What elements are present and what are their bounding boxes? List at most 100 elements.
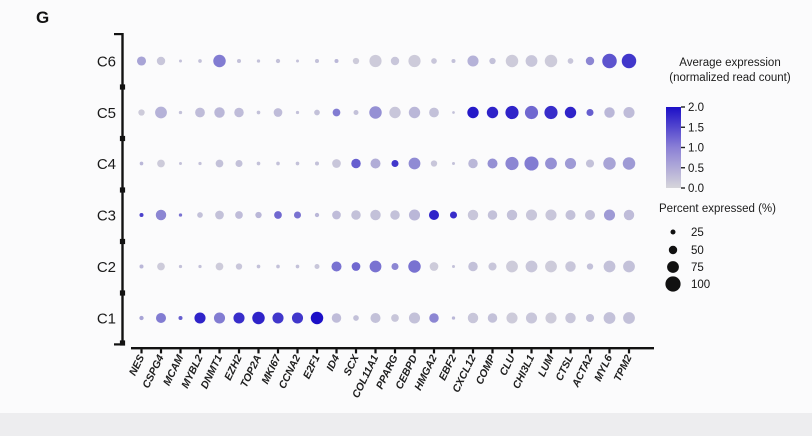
dot-C2-CSPG4 (157, 262, 165, 271)
size-legend-dot-75 (667, 261, 679, 273)
dot-C3-CSPG4 (155, 209, 167, 221)
dot-C4-CXCL12 (468, 158, 478, 169)
dot-C5-CSPG4 (155, 106, 167, 119)
dot-C3-HMGA2 (428, 209, 440, 221)
dot-C2-TPM2 (623, 260, 635, 273)
dot-C2-COMP (488, 262, 497, 271)
gene-label-CLU: CLU (497, 353, 517, 378)
dot-C2-ID4 (331, 261, 342, 272)
dot-C4-PPARG (391, 159, 399, 168)
dot-C4-COL11A1 (370, 158, 381, 169)
gene-label-E2F1: E2F1 (301, 353, 323, 381)
cluster-label-C1: C1 (97, 311, 116, 328)
size-legend-title: Percent expressed (%) (659, 203, 776, 215)
dot-C5-EBF2 (452, 111, 455, 114)
dot-C2-SCX (351, 262, 361, 271)
dot-C5-ACTA2 (586, 108, 594, 117)
dot-C6-ID4 (334, 58, 339, 64)
dot-C1-PPARG (391, 314, 399, 322)
dot-C4-MKI67 (276, 161, 280, 166)
dot-C5-TOP2A (256, 110, 261, 115)
dot-C2-CHI3L1 (525, 260, 538, 273)
dot-C2-DNMT1 (215, 262, 224, 271)
dot-C1-CCNA2 (291, 312, 304, 324)
dot-C6-CXCL12 (467, 55, 479, 67)
dot-C6-HMGA2 (431, 58, 437, 64)
dot-C5-TPM2 (623, 106, 635, 119)
dot-C3-MYBL2 (197, 212, 203, 218)
dot-C3-CLU (506, 209, 518, 221)
dot-C3-CXCL12 (467, 209, 479, 221)
gene-label-ID4: ID4 (324, 353, 342, 373)
dot-C6-COL11A1 (369, 54, 382, 68)
dot-C5-COMP (486, 106, 499, 119)
dot-C1-ID4 (331, 313, 342, 323)
dot-C5-MKI67 (273, 108, 283, 117)
dot-C5-CHI3L1 (524, 105, 539, 120)
dot-C1-MYBL2 (194, 312, 206, 324)
dot-C3-MYL6 (603, 209, 616, 221)
size-legend-dot-100 (665, 276, 681, 292)
size-legend-label: 50 (691, 245, 704, 257)
dot-C3-CEBPD (408, 209, 421, 221)
dot-C6-CCNA2 (296, 59, 299, 63)
dot-C6-MCAM (179, 59, 182, 63)
dot-C6-CEBPD (408, 54, 421, 68)
y-axis (114, 33, 126, 346)
cluster-label-C2: C2 (97, 259, 116, 276)
size-legend-dot-50 (668, 245, 678, 255)
size-legend-dot-25 (670, 229, 676, 235)
dot-C5-MYBL2 (195, 107, 205, 118)
dot-C4-CLU (505, 156, 519, 171)
dot-C3-CCNA2 (293, 211, 302, 219)
dot-C3-ID4 (332, 210, 341, 220)
dot-C4-DNMT1 (215, 159, 224, 168)
dot-C4-CCNA2 (295, 161, 300, 166)
dot-C5-SCX (353, 110, 359, 115)
panel-label: G (36, 8, 50, 27)
dot-C4-MCAM (179, 162, 182, 165)
dot-C5-CEBPD (408, 106, 421, 119)
dot-C2-PPARG (391, 262, 399, 271)
color-legend-tick: 1.0 (688, 143, 704, 155)
dot-C3-SCX (351, 210, 361, 220)
plot-dots (136, 53, 637, 325)
dot-C3-EBF2 (449, 211, 458, 219)
dot-C4-LUM (545, 157, 557, 170)
color-legend: 2.0 1.5 1.0 0.5 0.0 (666, 102, 704, 195)
dot-C2-E2F1 (314, 264, 320, 269)
size-legend-label: 25 (691, 227, 704, 239)
dot-C4-ACTA2 (585, 159, 595, 168)
dot-C5-HMGA2 (429, 107, 439, 118)
dot-C1-CTSL (565, 312, 576, 324)
dot-C2-MCAM (178, 264, 183, 269)
dot-C4-CEBPD (408, 157, 421, 170)
dot-C3-TPM2 (623, 209, 635, 221)
dot-C4-MYBL2 (198, 161, 202, 166)
size-legend: 25 50 75 100 (665, 227, 710, 292)
color-legend-title-line1: Average expression (679, 57, 781, 69)
dot-C3-EZH2 (235, 211, 243, 219)
dot-C6-EBF2 (451, 58, 456, 64)
dot-C1-ACTA2 (585, 313, 595, 323)
dot-C5-CLU (505, 105, 519, 120)
cluster-labels: C6 C5 C4 C3 C2 C1 (97, 54, 116, 328)
dot-C2-NES (139, 264, 144, 269)
dot-C1-HMGA2 (429, 313, 439, 323)
gene-label-TPM2: TPM2 (612, 353, 635, 384)
dot-C5-CXCL12 (467, 106, 479, 119)
dot-C6-COMP (489, 57, 496, 65)
dot-C5-ID4 (332, 108, 341, 117)
gene-label-NES: NES (127, 353, 147, 378)
dot-C5-E2F1 (314, 109, 320, 116)
gene-label-SCX: SCX (341, 352, 362, 378)
dot-C4-CTSL (564, 157, 577, 170)
dot-C4-SCX (351, 158, 361, 169)
dot-C5-DNMT1 (214, 107, 225, 118)
dot-C2-LUM (545, 260, 557, 273)
dot-C1-LUM (545, 312, 557, 324)
dot-C6-ACTA2 (585, 56, 595, 66)
color-legend-tick: 2.0 (688, 102, 704, 114)
dot-C5-LUM (544, 105, 558, 120)
